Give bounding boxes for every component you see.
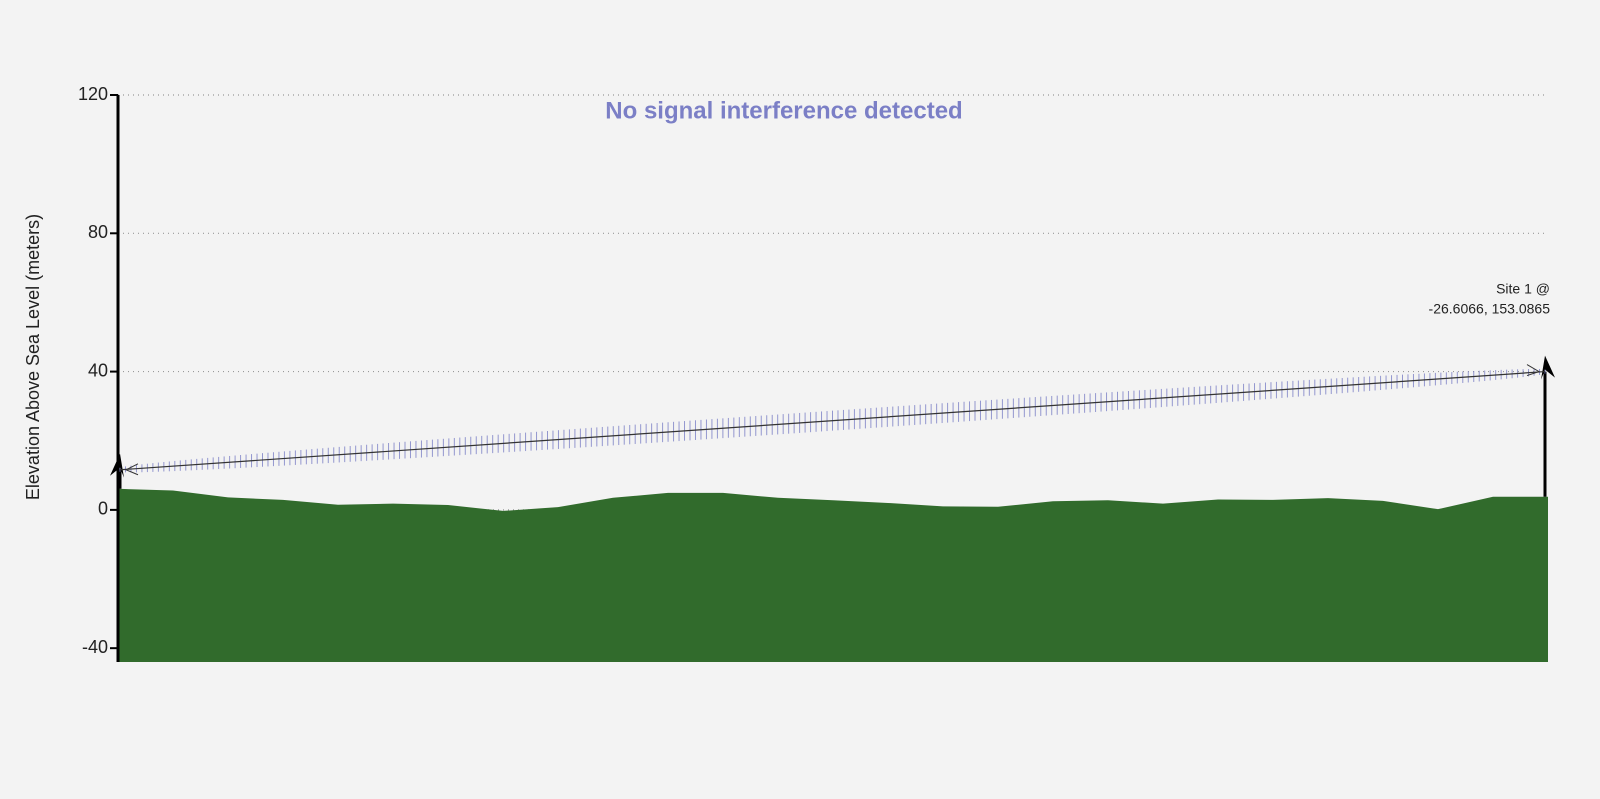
site-arrow bbox=[1541, 355, 1555, 380]
link-arrow bbox=[1526, 364, 1541, 377]
link-line bbox=[119, 370, 1546, 471]
site-label: -26.6066, 153.0865 bbox=[1429, 301, 1551, 317]
y-tick-label: 80 bbox=[88, 222, 108, 242]
chart-title: No signal interference detected bbox=[605, 97, 962, 124]
site-arrow bbox=[110, 453, 124, 478]
y-tick-label: 0 bbox=[98, 499, 108, 519]
y-tick-label: 40 bbox=[88, 360, 108, 380]
site-label: Site 1 @ bbox=[1496, 281, 1550, 297]
link-arrow bbox=[124, 463, 139, 476]
terrain-area bbox=[118, 488, 1548, 662]
y-tick-label: 120 bbox=[78, 84, 108, 104]
y-axis-label: Elevation Above Sea Level (meters) bbox=[23, 214, 43, 500]
y-tick-label: -40 bbox=[82, 637, 108, 657]
